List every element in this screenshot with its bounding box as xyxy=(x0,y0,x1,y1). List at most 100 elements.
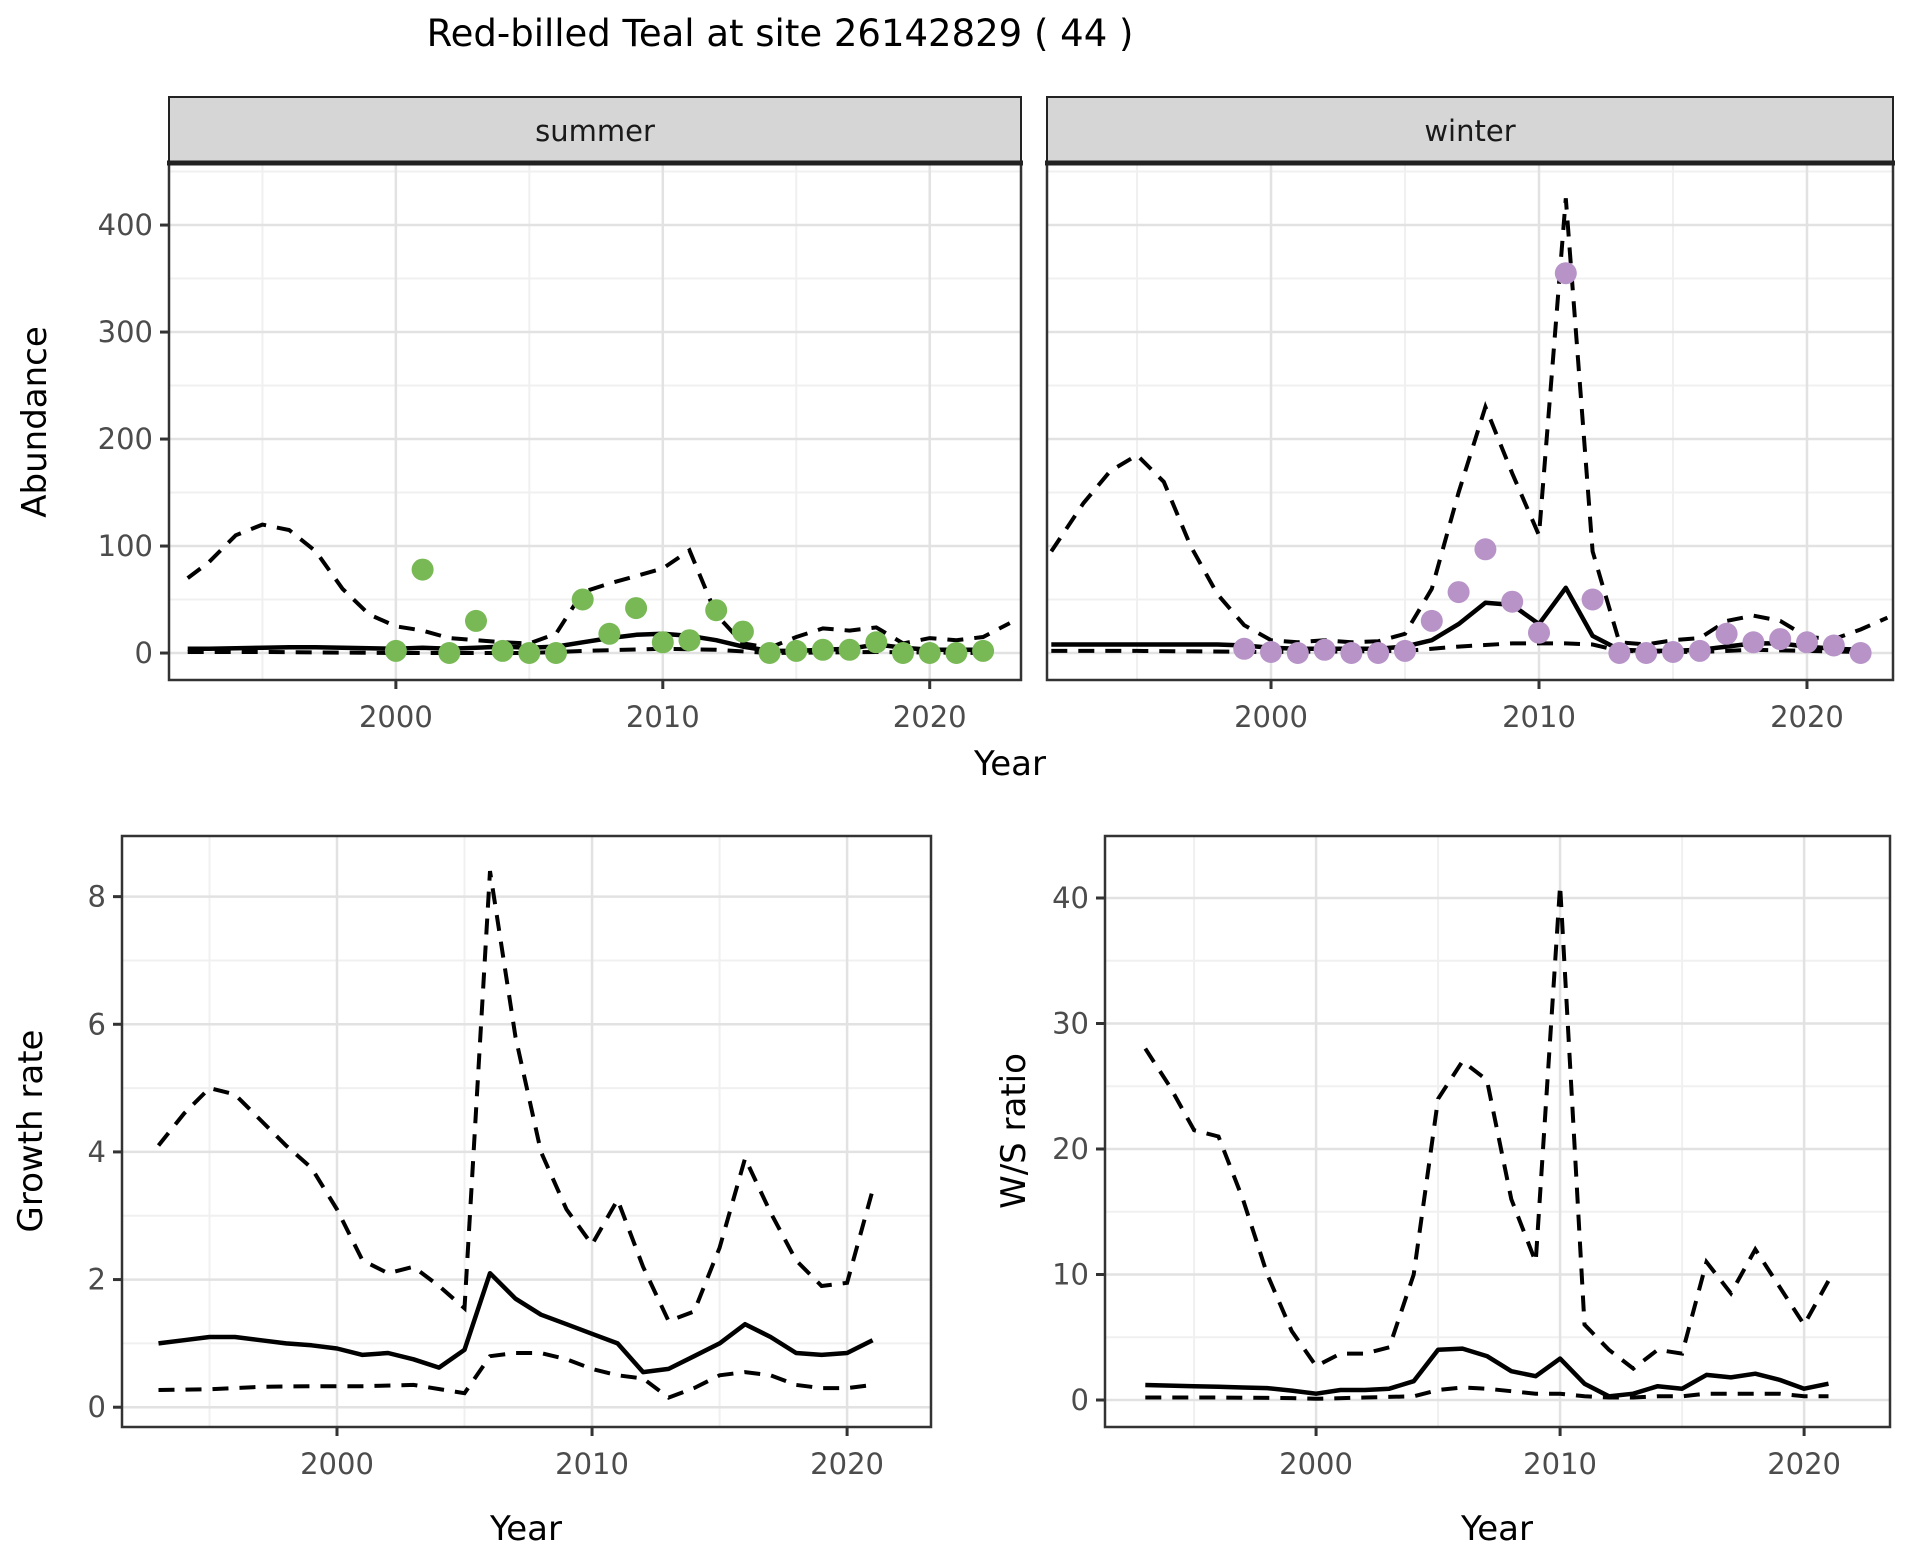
y-tick-label: 30 xyxy=(1052,1007,1089,1041)
y-tick-label: 10 xyxy=(1052,1258,1089,1292)
data-point xyxy=(785,639,808,662)
y-tick-label: 8 xyxy=(88,880,106,914)
facet-strip-summer: summer xyxy=(167,96,1023,166)
y-tick-label: 4 xyxy=(88,1135,106,1169)
series-layer xyxy=(1143,885,1831,1401)
data-point xyxy=(1313,638,1336,661)
data-point xyxy=(1233,637,1256,660)
ci-upper-line xyxy=(1143,885,1831,1372)
panel-growth-rate: 2000 2010 2020 0 2 4 6 8 xyxy=(88,834,933,1481)
figure-title: Red-billed Teal at site 26142829 ( 44 ) xyxy=(427,12,1134,55)
x-tick-label: 2010 xyxy=(555,1447,629,1481)
y-tick-label: 20 xyxy=(1052,1132,1089,1166)
y-tick-label: 400 xyxy=(98,208,153,242)
series-layer xyxy=(1049,198,1889,664)
data-point xyxy=(892,642,914,664)
x-tick-label: 2020 xyxy=(1770,700,1844,734)
data-point xyxy=(945,642,968,664)
y-tick-label: 0 xyxy=(88,1390,106,1424)
data-point xyxy=(678,629,701,652)
data-point xyxy=(411,558,434,581)
facet-strip-winter-bg xyxy=(1047,97,1893,163)
ci-lower-line xyxy=(158,1351,873,1400)
panel-background xyxy=(1047,163,1893,680)
axis-title-ws-ratio: W/S ratio xyxy=(994,1053,1034,1209)
data-point xyxy=(1501,590,1524,613)
data-point xyxy=(972,639,995,662)
data-point xyxy=(438,642,461,664)
data-point xyxy=(384,639,407,662)
panel-background xyxy=(1105,836,1890,1427)
data-point xyxy=(1286,642,1309,664)
data-point xyxy=(1662,641,1684,663)
x-tick-label: 2000 xyxy=(359,700,433,734)
data-point xyxy=(1447,581,1470,604)
y-tick-label: 40 xyxy=(1052,881,1089,915)
axis-title-year-bottom-right: Year xyxy=(1460,1509,1533,1549)
mean-line xyxy=(1145,1346,1829,1399)
y-tick-label: 0 xyxy=(135,636,153,670)
panel-background xyxy=(122,836,931,1427)
x-tick-label: 2020 xyxy=(1767,1447,1841,1481)
data-point xyxy=(1769,628,1792,651)
axis-title-year-top: Year xyxy=(973,744,1046,784)
data-point xyxy=(1367,642,1390,664)
x-tick-label: 2000 xyxy=(1234,700,1308,734)
y-tick-label: 100 xyxy=(98,529,153,563)
data-point xyxy=(465,609,487,632)
y-tick-label: 2 xyxy=(88,1263,106,1297)
ci-upper-line xyxy=(186,522,1011,650)
data-point xyxy=(491,639,514,662)
x-tick-label: 2000 xyxy=(300,1447,374,1481)
data-point xyxy=(1528,621,1550,644)
facet-label-winter: winter xyxy=(1424,114,1515,148)
axis-title-year-bottom-left: Year xyxy=(489,1509,562,1549)
data-point xyxy=(758,642,781,664)
ci-upper-line xyxy=(1049,198,1889,647)
x-tick-label: 2010 xyxy=(626,700,700,734)
axis-title-abundance: Abundance xyxy=(15,326,55,518)
data-point xyxy=(1420,609,1443,632)
data-point xyxy=(838,638,861,661)
data-point xyxy=(1635,642,1658,664)
data-point xyxy=(1394,639,1416,662)
data-point xyxy=(1849,642,1872,664)
y-tick-label: 0 xyxy=(1071,1383,1089,1417)
x-tick-label: 2020 xyxy=(893,700,967,734)
x-tick-label: 2010 xyxy=(1523,1447,1597,1481)
data-point xyxy=(731,620,754,643)
data-point xyxy=(1608,642,1631,664)
axis-title-growth-rate: Growth rate xyxy=(11,1030,51,1233)
data-point xyxy=(625,597,648,620)
data-point xyxy=(811,638,834,661)
x-tick-label: 2020 xyxy=(810,1447,884,1481)
mean-line xyxy=(1051,585,1861,654)
data-point xyxy=(1554,262,1577,285)
data-point xyxy=(918,642,941,664)
panel-border xyxy=(1103,834,1892,1429)
facet-label-summer: summer xyxy=(535,114,655,148)
mean-line xyxy=(158,1270,874,1375)
data-point xyxy=(571,588,594,611)
data-point xyxy=(1742,631,1765,654)
panel-ws-ratio: 2000 2010 2020 0 10 20 30 40 xyxy=(1052,834,1892,1481)
panel-border xyxy=(120,834,933,1429)
data-point xyxy=(651,631,674,654)
facet-strip-winter: winter xyxy=(1045,96,1895,166)
data-point xyxy=(1796,631,1818,654)
data-point xyxy=(1260,641,1282,663)
data-point xyxy=(545,642,567,664)
series-layer xyxy=(186,522,1011,664)
x-tick-label: 2000 xyxy=(1279,1447,1353,1481)
data-point xyxy=(865,631,888,654)
panel-abundance-winter: 2000 2010 2020 xyxy=(1045,161,1895,734)
data-point xyxy=(1581,588,1604,611)
data-point xyxy=(1822,634,1845,657)
data-point xyxy=(518,642,541,664)
data-point xyxy=(598,622,621,645)
ci-lower-line xyxy=(1145,1385,1829,1401)
data-point xyxy=(705,599,728,622)
x-tick-label: 2010 xyxy=(1502,700,1576,734)
